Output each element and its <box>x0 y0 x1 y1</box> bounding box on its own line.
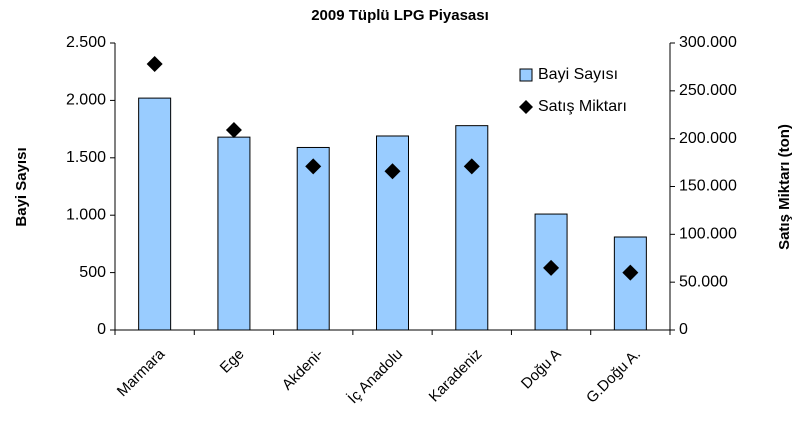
y-tick-label: 1.000 <box>66 206 106 223</box>
bar <box>613 236 647 331</box>
x-tick-label: Akdeni- <box>279 346 327 394</box>
point <box>463 158 480 175</box>
legend-label: Satış Miktarı <box>538 98 627 115</box>
bar <box>217 136 251 331</box>
y2-tick-label: 0 <box>679 321 688 338</box>
y-tick-label: 1.500 <box>66 149 106 166</box>
point <box>384 163 401 180</box>
x-tick-label: Marmara <box>114 345 169 400</box>
y2-axis-label: Satış Miktarı (ton) <box>776 124 793 250</box>
bar <box>296 146 330 331</box>
x-tick-label: Doğu A <box>518 346 565 393</box>
point <box>305 158 322 175</box>
bar <box>455 125 489 331</box>
point <box>146 56 163 73</box>
y-tick-label: 500 <box>79 264 106 281</box>
bar <box>138 97 172 331</box>
y2-tick-label: 300.000 <box>679 34 737 51</box>
y-tick-label: 2.500 <box>66 34 106 51</box>
y-tick-label: 0 <box>97 321 106 338</box>
y2-tick-label: 200.000 <box>679 130 737 147</box>
x-tick-label: Karadeniz <box>426 346 486 406</box>
y-tick-label: 2.000 <box>66 92 106 109</box>
chart-title: 2009 Tüplü LPG Piyasası <box>311 7 489 24</box>
y2-tick-label: 150.000 <box>679 178 737 195</box>
y-axis-label: Bayi Sayısı <box>13 147 30 226</box>
x-tick-label: İç Anadolu <box>344 345 406 407</box>
x-tick-label: G.Doğu A. <box>583 346 644 407</box>
y2-tick-label: 100.000 <box>679 226 737 243</box>
point <box>543 259 560 276</box>
y2-tick-label: 250.000 <box>679 82 737 99</box>
y2-tick-label: 50.000 <box>679 273 728 290</box>
legend-swatch <box>519 68 533 82</box>
point <box>622 264 639 281</box>
legend-label: Bayi Sayısı <box>538 66 618 83</box>
legend-swatch <box>519 100 533 114</box>
x-tick-label: Ege <box>217 346 248 377</box>
point <box>225 122 242 139</box>
